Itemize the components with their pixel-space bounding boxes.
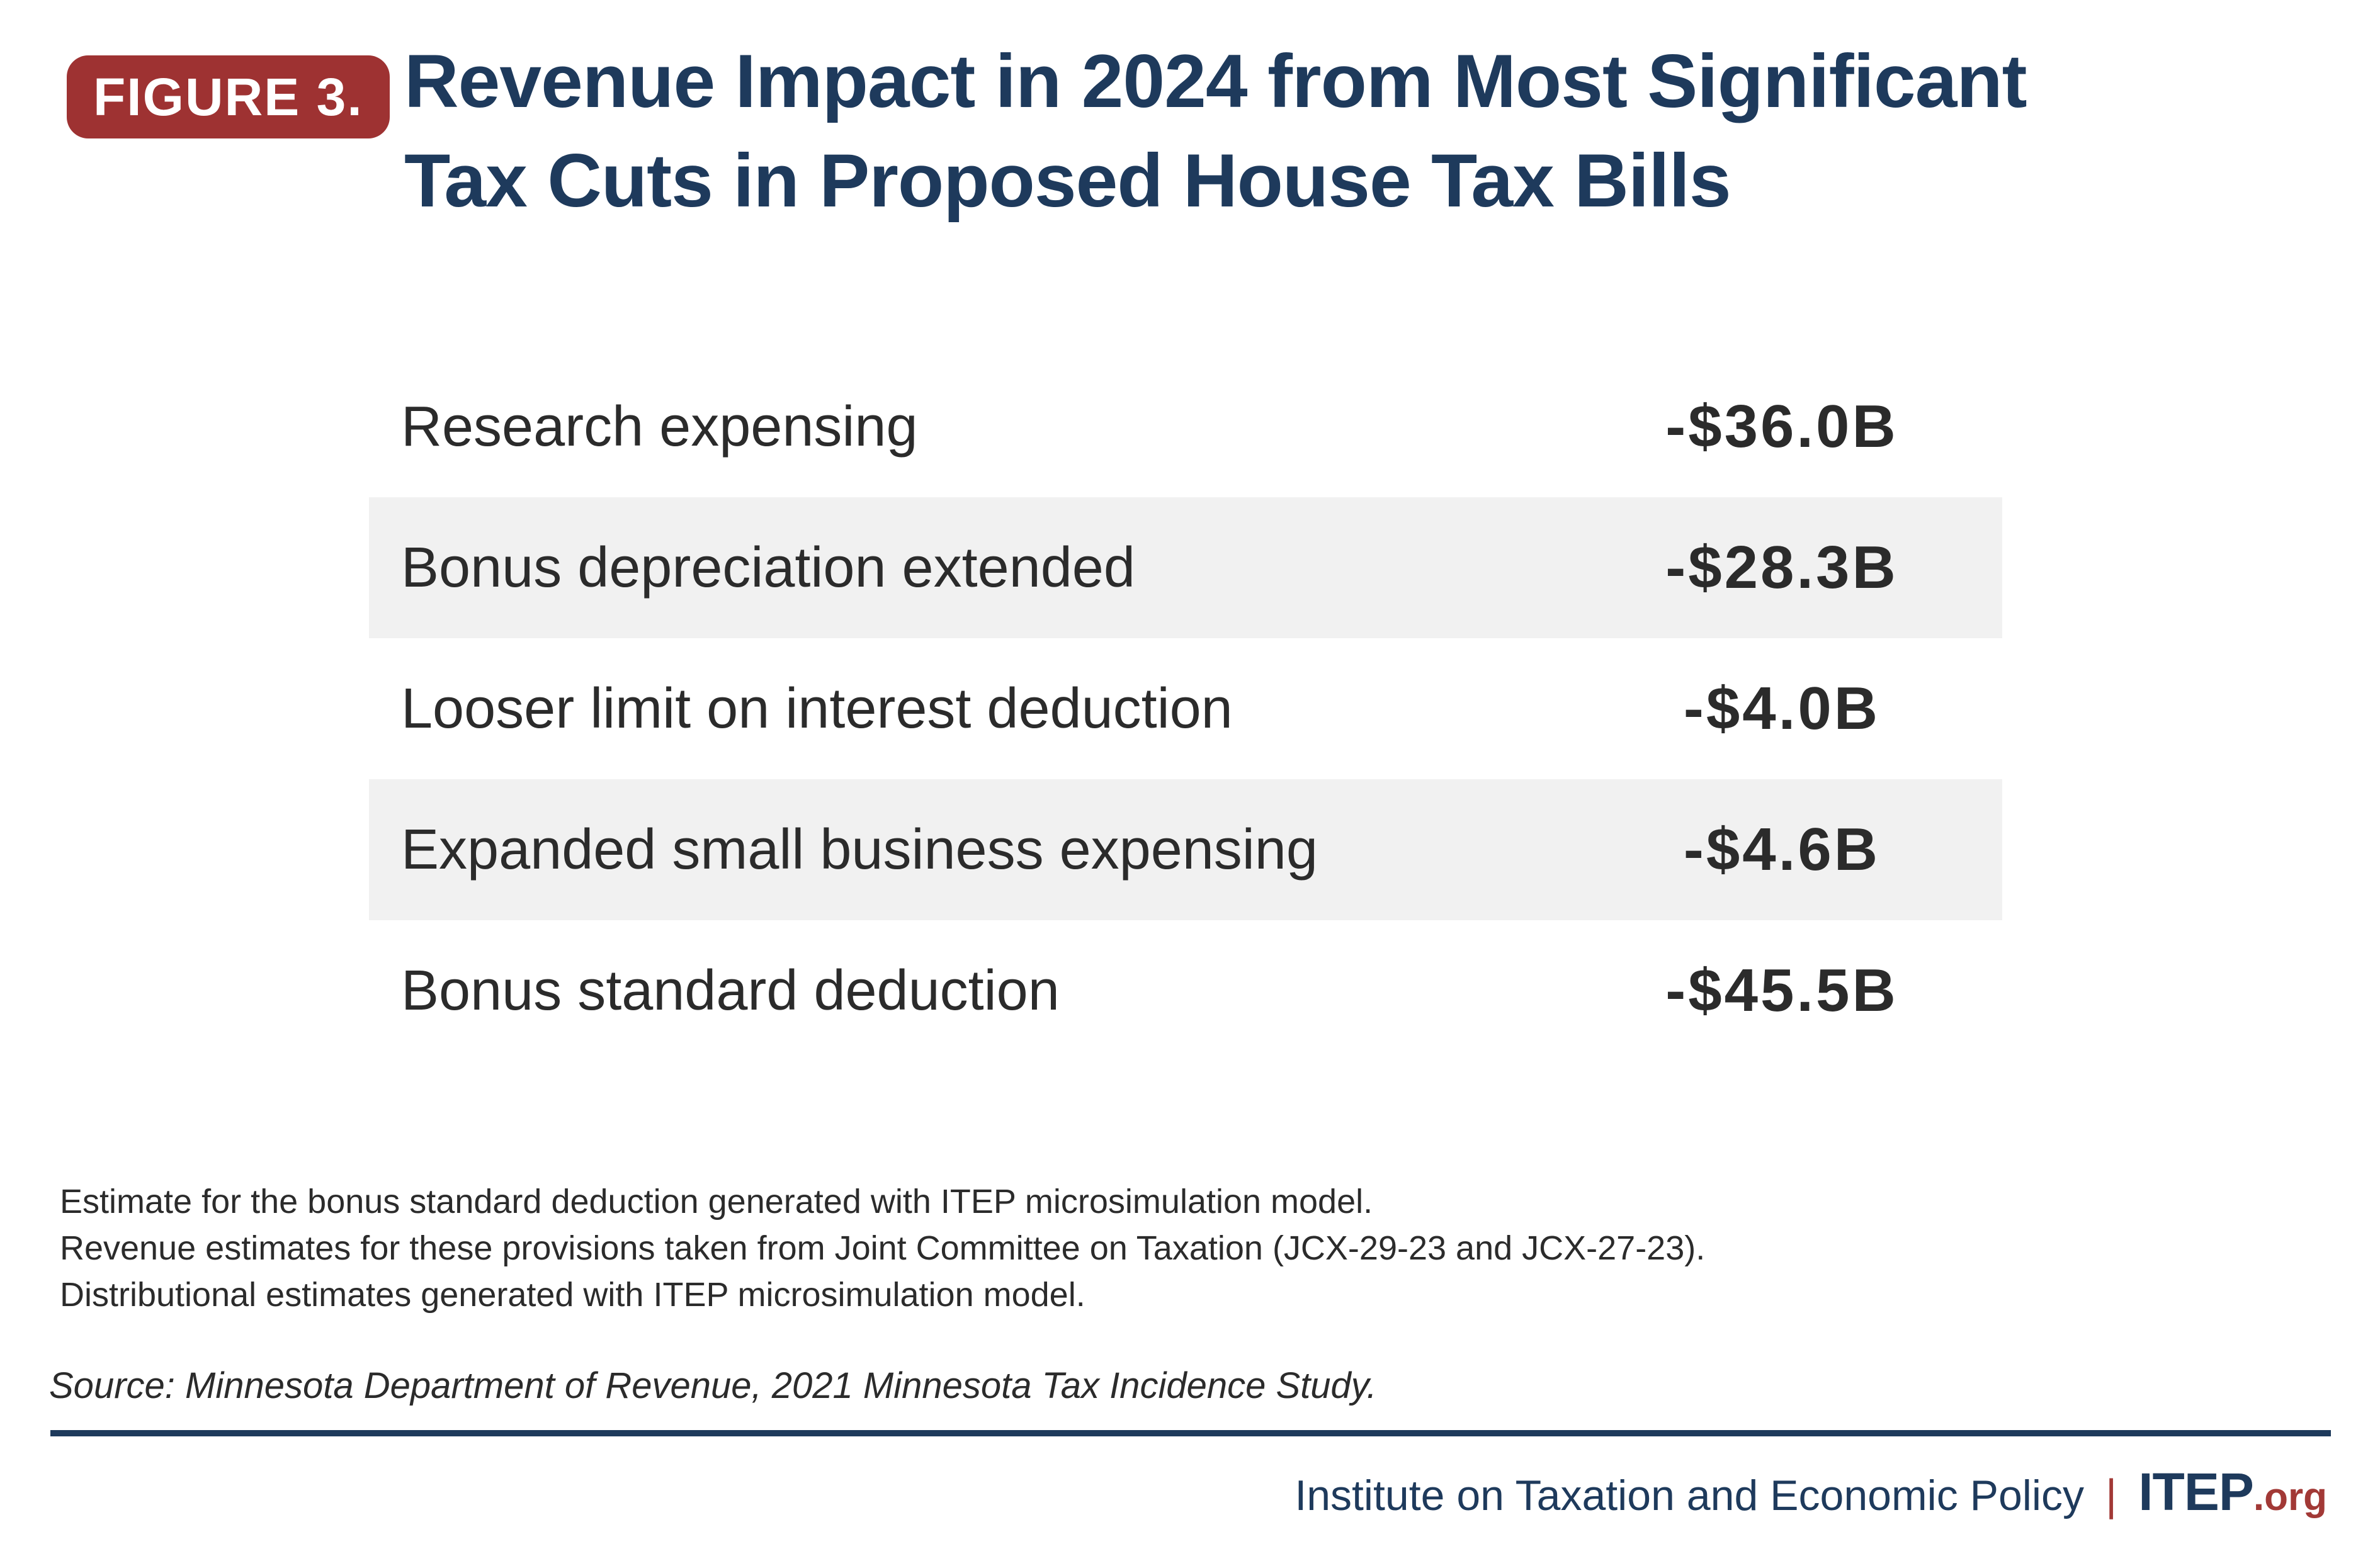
- footnote-line: Distributional estimates generated with …: [60, 1276, 1085, 1314]
- row-label: Bonus depreciation extended: [401, 536, 1135, 599]
- row-label: Bonus standard deduction: [401, 959, 1060, 1022]
- footnote-line: Estimate for the bonus standard deductio…: [60, 1183, 1373, 1220]
- table-row: Looser limit on interest deduction -$4.0…: [369, 638, 2002, 779]
- footer-divider-rule: [50, 1430, 2331, 1436]
- table-row: Bonus depreciation extended -$28.3B: [369, 497, 2002, 638]
- footer: Institute on Taxation and Economic Polic…: [1295, 1462, 2327, 1523]
- footer-org-name: Institute on Taxation and Economic Polic…: [1295, 1472, 2084, 1519]
- footnote-line: Revenue estimates for these provisions t…: [60, 1229, 1706, 1267]
- footer-brand-itep: ITEP: [2138, 1462, 2254, 1521]
- row-value: -$36.0B: [1665, 393, 1898, 460]
- row-value: -$28.3B: [1665, 534, 1898, 601]
- table-row: Expanded small business expensing -$4.6B: [369, 779, 2002, 920]
- row-value: -$45.5B: [1665, 957, 1898, 1024]
- row-label: Expanded small business expensing: [401, 818, 1318, 881]
- row-label: Looser limit on interest deduction: [401, 677, 1233, 740]
- footer-brand-org-suffix: .org: [2253, 1475, 2327, 1519]
- figure-title: Revenue Impact in 2024 from Most Signifi…: [404, 31, 2027, 230]
- figure-title-line-1: Revenue Impact in 2024 from Most Signifi…: [404, 39, 2027, 123]
- revenue-impact-table: Research expensing -$36.0B Bonus depreci…: [369, 356, 2002, 1061]
- source-note: Source: Minnesota Department of Revenue,…: [49, 1365, 1377, 1406]
- figure-title-line-2: Tax Cuts in Proposed House Tax Bills: [404, 138, 1731, 223]
- row-label: Research expensing: [401, 395, 918, 458]
- figure-number-badge: FIGURE 3.: [67, 55, 390, 138]
- footer-separator: |: [2105, 1470, 2117, 1519]
- footnotes: Estimate for the bonus standard deductio…: [60, 1178, 1705, 1318]
- table-row: Bonus standard deduction -$45.5B: [369, 920, 2002, 1061]
- table-row: Research expensing -$36.0B: [369, 356, 2002, 497]
- row-value: -$4.6B: [1683, 816, 1881, 883]
- row-value: -$4.0B: [1683, 675, 1881, 742]
